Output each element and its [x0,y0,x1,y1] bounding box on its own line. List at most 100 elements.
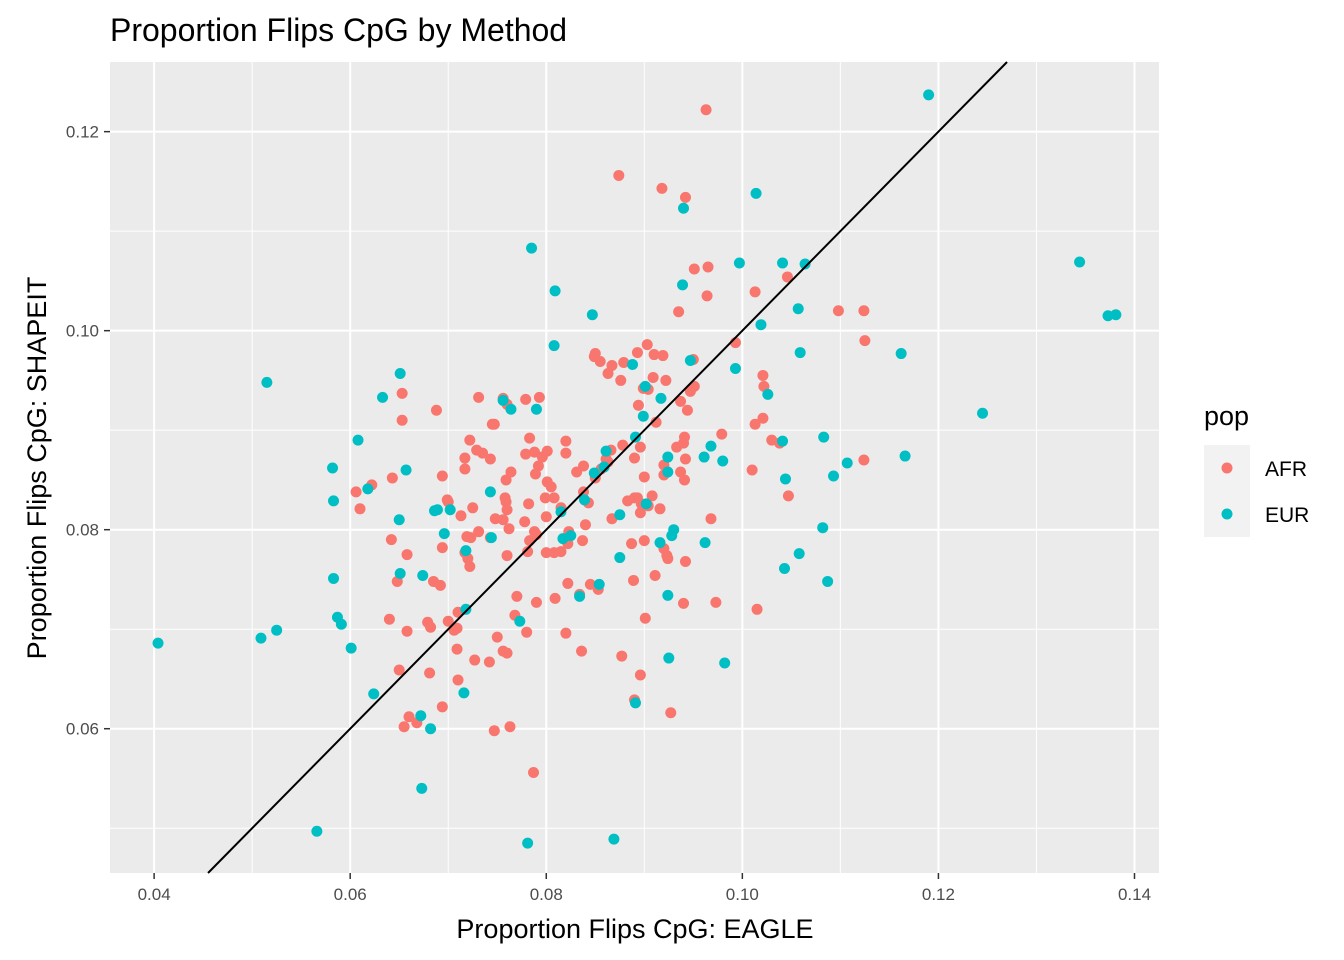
point-afr [459,463,471,475]
point-afr [560,435,572,447]
point-afr [781,271,793,283]
point-afr [473,526,485,538]
point-afr [649,569,661,581]
point-eur [549,285,561,297]
point-afr [859,335,871,347]
point-afr [540,511,552,523]
point-eur [394,367,406,379]
point-afr [665,707,677,719]
x-tick-label: 0.08 [530,885,563,904]
point-afr [688,263,700,275]
point-afr [716,428,728,440]
point-afr [646,490,658,502]
point-afr [529,468,541,480]
point-eur [733,257,745,269]
point-afr [613,169,625,181]
point-afr [434,579,446,591]
point-afr [536,451,548,463]
point-eur [460,545,472,557]
point-afr [751,603,763,615]
point-eur [417,569,429,581]
point-afr [488,725,500,737]
point-afr [385,534,397,546]
point-eur [327,462,339,474]
point-afr [631,347,643,359]
reference-line-layer [207,61,1008,874]
y-axis: 0.06 0.08 0.10 0.12 [66,123,110,739]
point-afr [782,490,794,502]
point-eur [416,782,428,794]
chart-title: Proportion Flips CpG by Method [110,12,567,48]
point-afr [386,472,398,484]
point-afr [396,387,408,399]
reference-line [207,61,1008,874]
point-eur [662,589,674,601]
point-eur [895,348,907,360]
point-eur [608,833,620,845]
point-afr [638,471,650,483]
point-eur [415,710,427,722]
point-eur [777,257,789,269]
point-eur [400,464,412,476]
point-afr [465,532,477,544]
data-points [152,89,1122,849]
point-afr [626,538,638,550]
point-eur [579,494,590,506]
point-afr [681,404,693,416]
point-afr [467,502,479,514]
point-eur [794,347,806,359]
point-afr [650,416,662,428]
point-afr [424,667,436,679]
point-afr [499,492,511,504]
point-afr [533,391,545,403]
point-afr [858,305,870,317]
point-eur [614,509,626,521]
point-afr [673,306,685,318]
point-afr [832,305,844,317]
point-afr [469,654,481,666]
point-eur [762,388,774,400]
point-eur [637,410,649,422]
point-afr [540,547,552,559]
point-eur [1074,256,1086,268]
point-afr [628,574,640,586]
x-tick-label: 0.06 [334,885,367,904]
point-eur [663,652,675,664]
point-eur [526,242,538,254]
point-eur [557,533,569,545]
point-eur [779,473,791,485]
point-eur [662,466,674,478]
x-tick-label: 0.14 [1118,885,1151,904]
point-afr [647,371,659,383]
point-eur [614,552,626,564]
y-tick-label: 0.08 [66,521,99,540]
point-afr [497,645,509,657]
point-eur [328,572,340,584]
point-eur [311,825,323,837]
point-afr [519,516,531,528]
point-afr [579,519,591,531]
point-eur [362,483,374,495]
point-afr [530,596,542,608]
point-afr [641,339,653,351]
x-tick-label: 0.12 [922,885,955,904]
point-afr [654,503,666,515]
point-afr [520,448,532,460]
y-tick-label: 0.06 [66,720,99,739]
point-afr [455,510,467,522]
point-afr [545,481,557,493]
point-eur [717,455,729,467]
x-axis: 0.04 0.06 0.08 0.10 0.12 0.14 [138,873,1151,904]
point-eur [705,440,717,452]
point-afr [441,494,453,506]
legend-label-afr: AFR [1265,458,1307,481]
legend: pop AFR EUR [1204,401,1309,537]
point-afr [671,441,683,453]
point-afr [520,393,532,405]
point-afr [562,577,574,589]
point-eur [923,89,935,101]
point-afr [488,418,500,430]
point-eur [555,506,567,518]
point-eur [662,451,674,463]
point-afr [584,578,596,590]
